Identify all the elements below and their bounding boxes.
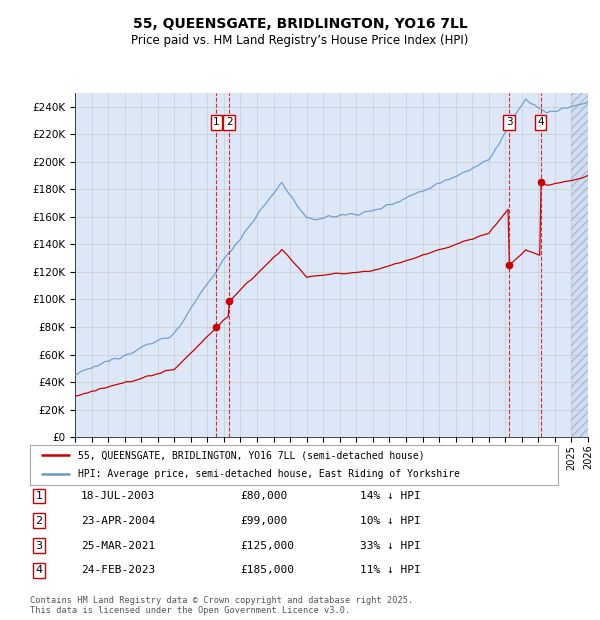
Text: 3: 3 xyxy=(506,117,512,127)
Text: 55, QUEENSGATE, BRIDLINGTON, YO16 7LL (semi-detached house): 55, QUEENSGATE, BRIDLINGTON, YO16 7LL (s… xyxy=(77,450,424,461)
Text: 3: 3 xyxy=(35,541,43,551)
Text: Contains HM Land Registry data © Crown copyright and database right 2025.
This d: Contains HM Land Registry data © Crown c… xyxy=(30,596,413,615)
Text: 2: 2 xyxy=(35,516,43,526)
Text: 10% ↓ HPI: 10% ↓ HPI xyxy=(360,516,421,526)
Bar xyxy=(571,93,588,437)
Text: Price paid vs. HM Land Registry’s House Price Index (HPI): Price paid vs. HM Land Registry’s House … xyxy=(131,34,469,47)
Text: 1: 1 xyxy=(213,117,220,127)
Text: 55, QUEENSGATE, BRIDLINGTON, YO16 7LL: 55, QUEENSGATE, BRIDLINGTON, YO16 7LL xyxy=(133,17,467,31)
Text: 23-APR-2004: 23-APR-2004 xyxy=(81,516,155,526)
Text: 14% ↓ HPI: 14% ↓ HPI xyxy=(360,491,421,501)
Text: 1: 1 xyxy=(35,491,43,501)
Text: 2: 2 xyxy=(226,117,232,127)
Text: 4: 4 xyxy=(35,565,43,575)
Text: 11% ↓ HPI: 11% ↓ HPI xyxy=(360,565,421,575)
Text: £80,000: £80,000 xyxy=(240,491,287,501)
Text: 24-FEB-2023: 24-FEB-2023 xyxy=(81,565,155,575)
Text: £185,000: £185,000 xyxy=(240,565,294,575)
Text: HPI: Average price, semi-detached house, East Riding of Yorkshire: HPI: Average price, semi-detached house,… xyxy=(77,469,460,479)
Text: 25-MAR-2021: 25-MAR-2021 xyxy=(81,541,155,551)
Bar xyxy=(571,93,588,437)
Text: 18-JUL-2003: 18-JUL-2003 xyxy=(81,491,155,501)
Text: £125,000: £125,000 xyxy=(240,541,294,551)
Text: 33% ↓ HPI: 33% ↓ HPI xyxy=(360,541,421,551)
Text: 4: 4 xyxy=(538,117,544,127)
Text: £99,000: £99,000 xyxy=(240,516,287,526)
